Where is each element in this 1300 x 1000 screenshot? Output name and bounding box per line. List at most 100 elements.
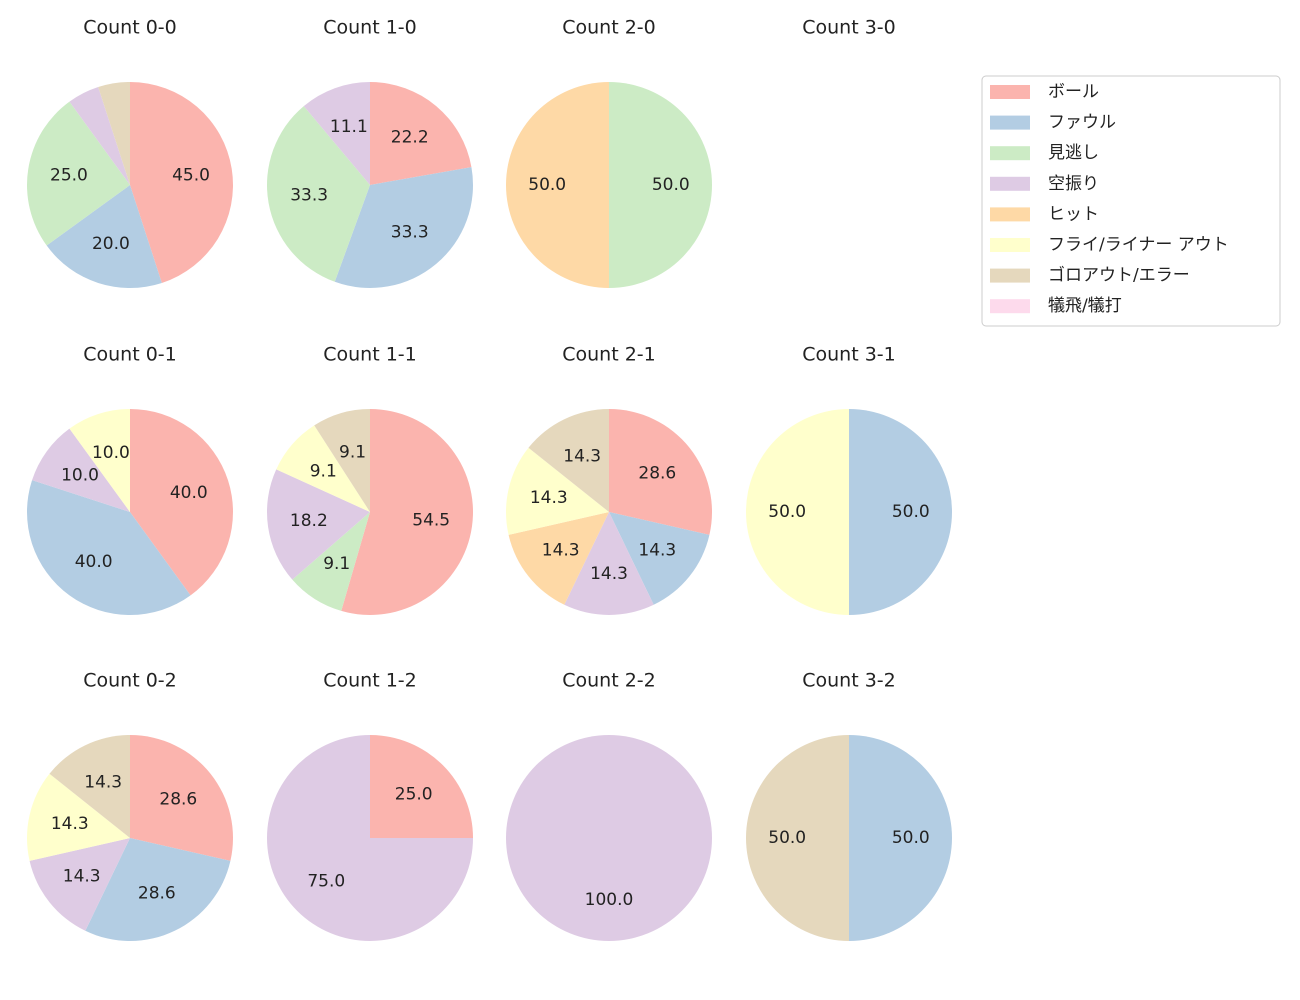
value-label: 14.3 — [590, 564, 628, 584]
legend-box — [981, 75, 1281, 327]
value-label: 14.3 — [63, 867, 101, 887]
legend-swatch — [990, 146, 1030, 161]
value-label: 100.0 — [585, 890, 634, 910]
legend-swatch — [990, 115, 1030, 130]
pie-slice — [528, 409, 609, 512]
value-label: 22.2 — [391, 128, 429, 148]
pie-slice — [609, 409, 712, 535]
value-label: 50.0 — [892, 502, 930, 522]
legend-swatch — [990, 238, 1030, 252]
value-label: 40.0 — [75, 552, 113, 572]
pie-slice — [370, 82, 472, 185]
pie-slice — [267, 735, 473, 941]
value-label: 50.0 — [528, 175, 566, 195]
legend-label: 空振り — [1048, 174, 1099, 194]
chart-title: Count 3-2 — [802, 670, 896, 692]
value-label: 14.3 — [530, 488, 568, 508]
chart-title: Count 0-0 — [83, 17, 177, 39]
value-label: 45.0 — [172, 165, 210, 185]
value-label: 28.6 — [638, 463, 676, 483]
chart-title: Count 2-2 — [562, 670, 656, 692]
pie-slice — [314, 409, 370, 512]
pie-slice — [849, 409, 952, 615]
pie-slice — [609, 82, 712, 288]
legend-swatch — [990, 299, 1030, 314]
value-label: 14.3 — [542, 541, 580, 561]
chart-title: Count 3-1 — [802, 344, 896, 366]
pie-slice — [506, 447, 609, 535]
pie-slice — [29, 838, 130, 931]
chart-title: Count 0-1 — [83, 344, 177, 366]
legend-swatch — [990, 268, 1030, 283]
pie-slice — [746, 409, 849, 615]
value-label: 28.6 — [159, 789, 197, 809]
pie-slice — [130, 735, 233, 861]
pie-slice — [334, 167, 473, 288]
pie-slice — [27, 773, 130, 861]
value-label: 9.1 — [310, 462, 337, 482]
value-label: 14.3 — [563, 446, 601, 466]
value-label: 25.0 — [395, 784, 433, 804]
legend-swatch — [990, 207, 1030, 222]
legend-label: ゴロアウト/エラー — [1048, 265, 1190, 286]
legend-swatch — [990, 176, 1030, 191]
pie-slice — [69, 87, 130, 185]
pie-slice — [609, 512, 710, 605]
legend-swatch — [990, 85, 1030, 99]
value-label: 40.0 — [170, 483, 208, 503]
chart-title: Count 3-0 — [802, 17, 896, 39]
chart-title: Count 2-1 — [562, 344, 656, 366]
pie-slice — [130, 82, 233, 283]
chart-title: Count 1-1 — [323, 344, 417, 366]
pie-slice — [266, 106, 370, 282]
legend-label: 犠飛/犠打 — [1048, 296, 1122, 316]
pie-slice — [564, 512, 654, 616]
chart-title: Count 0-2 — [83, 670, 177, 692]
pie-slice — [32, 428, 130, 512]
value-label: 33.3 — [290, 186, 328, 206]
chart-title: Count 1-2 — [323, 670, 417, 692]
value-label: 75.0 — [307, 872, 345, 892]
value-label: 25.0 — [50, 165, 88, 185]
pie-slice — [26, 101, 131, 246]
pie-slice — [27, 480, 191, 615]
pie-slice — [303, 82, 370, 185]
pie-slice — [292, 512, 370, 611]
pie-slice — [506, 735, 712, 941]
pie-slice — [130, 409, 233, 596]
chart-title: Count 1-0 — [323, 17, 417, 39]
value-label: 28.6 — [138, 884, 176, 904]
value-label: 14.3 — [638, 541, 676, 561]
value-label: 20.0 — [92, 234, 130, 254]
value-label: 14.3 — [84, 772, 122, 792]
value-label: 9.1 — [339, 443, 366, 463]
value-label: 33.3 — [391, 222, 429, 242]
pie-slice — [85, 838, 231, 941]
value-label: 50.0 — [892, 828, 930, 848]
pie-slice — [370, 735, 473, 838]
pie-slice — [98, 82, 130, 185]
pie-slice — [49, 735, 130, 838]
pie-slice — [506, 82, 609, 288]
pie-slice — [849, 735, 952, 941]
pie-slice — [746, 735, 849, 941]
pie-slice — [69, 409, 130, 512]
pie-slice — [267, 469, 370, 580]
value-label: 10.0 — [92, 443, 130, 463]
value-label: 14.3 — [51, 814, 89, 834]
legend-label: ボール — [1048, 82, 1099, 102]
value-label: 50.0 — [652, 175, 690, 195]
legend-label: ヒット — [1048, 204, 1099, 224]
pie-slice — [341, 409, 473, 616]
legend-label: ファウル — [1048, 113, 1116, 133]
value-label: 18.2 — [290, 511, 328, 531]
chart-title: Count 2-0 — [562, 17, 656, 39]
pie-slice — [276, 425, 370, 512]
value-label: 50.0 — [768, 828, 806, 848]
pie-slice — [46, 185, 162, 289]
pie-slice — [508, 512, 609, 605]
value-label: 9.1 — [323, 554, 350, 574]
legend-label: 見逃し — [1048, 143, 1099, 163]
value-label: 54.5 — [412, 511, 450, 531]
value-label: 11.1 — [330, 117, 368, 137]
